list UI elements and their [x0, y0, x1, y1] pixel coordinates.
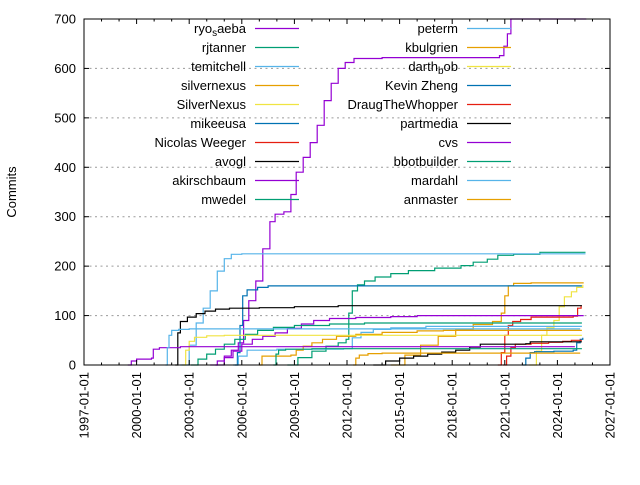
legend-label-ryo_saeba: ryosaeba [194, 21, 247, 39]
legend-label-anmaster: anmaster [404, 192, 459, 207]
x-tick-label: 2006-01-01 [234, 372, 249, 439]
legend-label-kbulgrien: kbulgrien [405, 40, 458, 55]
legend-label-avogl: avogl [215, 154, 246, 169]
x-tick-label: 2024-01-01 [550, 372, 565, 439]
series-line-bbotbuilder [273, 348, 582, 366]
legend-label-silvernexus: SilverNexus [177, 97, 247, 112]
x-tick-label: 2003-01-01 [182, 372, 197, 439]
series-line-mardahl [165, 328, 581, 366]
legend-label-rjtanner: rjtanner [202, 40, 247, 55]
legend-label-nicolas-weeger: Nicolas Weeger [154, 135, 246, 150]
legend-label-mikeeusa: mikeeusa [190, 116, 246, 131]
x-tick-label: 2015-01-01 [392, 372, 407, 439]
legend-label-temitchell: temitchell [191, 59, 246, 74]
plot-border [83, 18, 611, 366]
legend-label-partmedia: partmedia [400, 116, 459, 131]
legend-label-bbotbuilder: bbotbuilder [394, 154, 459, 169]
legend-label-mwedel: mwedel [201, 192, 246, 207]
series-line-partmedia [373, 341, 582, 366]
series-line-ryo_saeba [210, 18, 587, 366]
series-line-rjtanner [287, 251, 586, 366]
x-tick-label: 2012-01-01 [340, 372, 355, 439]
y-tick-label: 400 [54, 160, 76, 175]
series-line-peterm [233, 325, 582, 366]
x-tick-label: 2009-01-01 [287, 372, 302, 439]
y-tick-label: 300 [54, 209, 76, 224]
x-tick-label: 2027-01-01 [603, 372, 618, 439]
y-tick-label: 100 [54, 308, 76, 323]
y-tick-label: 700 [54, 12, 76, 27]
legend-label-peterm: peterm [418, 21, 458, 36]
series-line-kbulgrien [259, 329, 582, 366]
x-tick-label: 2021-01-01 [497, 372, 512, 439]
x-tick-label: 2018-01-01 [445, 372, 460, 439]
legend-label-draugthewhopper: DraugTheWhopper [347, 97, 458, 112]
x-tick-label: 2000-01-01 [129, 372, 144, 439]
series-line-anmaster [353, 352, 581, 366]
legend-label-silvernexus: silvernexus [181, 78, 247, 93]
y-tick-label: 600 [54, 61, 76, 76]
legend-label-mardahl: mardahl [411, 173, 458, 188]
y-tick-label: 500 [54, 110, 76, 125]
series-line-akirschbaum [215, 315, 584, 366]
series-line-mikeeusa [234, 285, 582, 366]
y-tick-label: 0 [69, 358, 76, 373]
legend-label-akirschbaum: akirschbaum [172, 173, 246, 188]
legend-label-kevin-zheng: Kevin Zheng [385, 78, 458, 93]
series-line-temitchell [180, 253, 586, 366]
y-axis-title: Commits [4, 166, 19, 218]
series-line-cvs [127, 346, 575, 366]
legend-label-darth_bob: darthbob [408, 59, 458, 77]
axes: 1997-01-01 2000-01-01 2003-01-01 2006-01-01… [54, 12, 617, 439]
legend-label-cvs: cvs [439, 135, 459, 150]
y-tick-label: 200 [54, 259, 76, 274]
series-line-avogl [175, 305, 582, 366]
series-line-mwedel [191, 322, 582, 366]
series-line-darth_bob [182, 334, 582, 366]
x-tick-label: 1997-01-01 [77, 372, 92, 439]
series-lines [127, 18, 587, 366]
